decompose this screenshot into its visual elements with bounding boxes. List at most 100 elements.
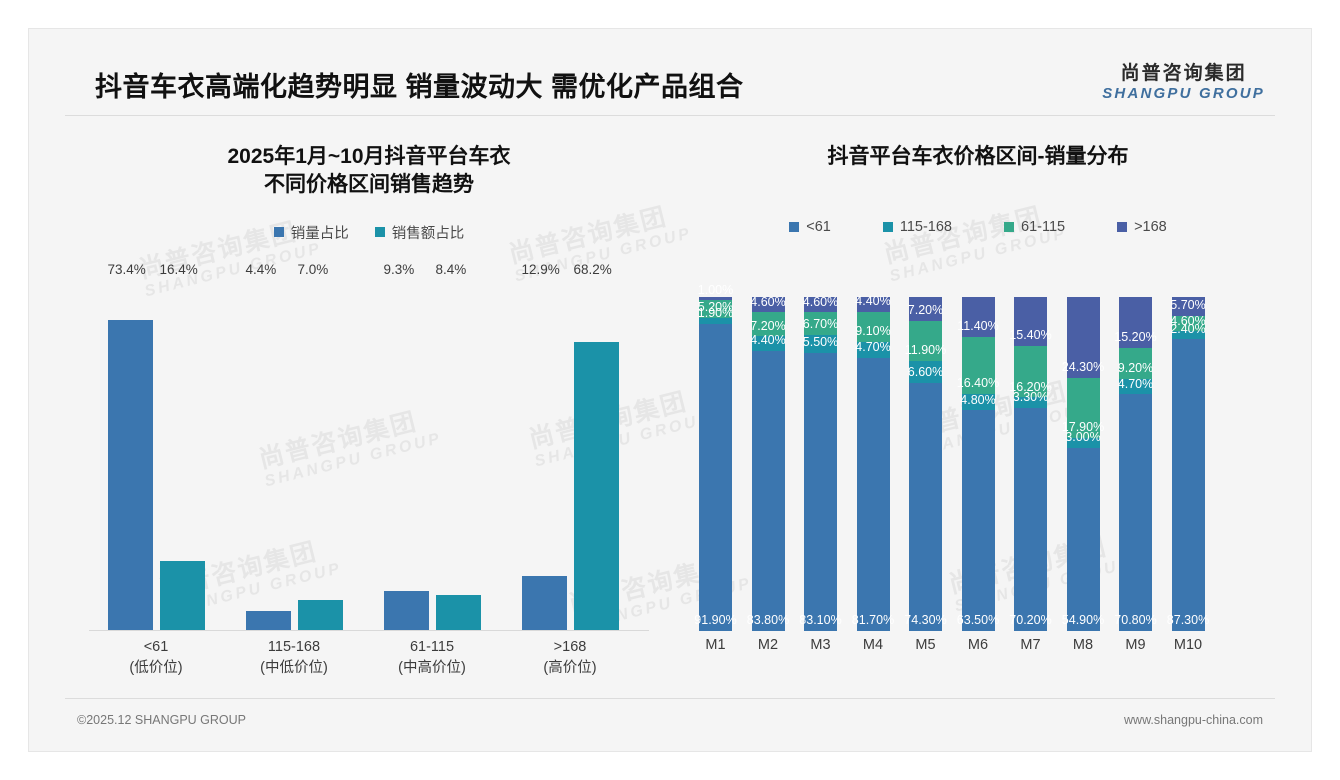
right-chart-segment[interactable]: 24.30% (1062, 297, 1104, 379)
left-chart-bar-value: 9.3% (383, 262, 415, 277)
right-chart-segment[interactable]: 6.70% (803, 312, 838, 335)
header-divider (65, 115, 1275, 116)
left-chart-x-label-sub: (中高价位) (398, 660, 466, 677)
right-chart-stacked-bar[interactable]: 4.60% 7.20% 4.40% 83.80% (747, 294, 789, 631)
right-chart-segment[interactable]: 87.30% (1167, 339, 1209, 631)
right-chart-segment[interactable]: 17.90% (1062, 378, 1104, 438)
right-legend-item[interactable]: <61 (789, 219, 831, 235)
left-chart-bar-wrapper: 4.4% (245, 262, 291, 630)
right-chart-segment[interactable]: 15.20% (1114, 297, 1157, 348)
left-chart-bar[interactable]: 4.4% (245, 262, 291, 630)
right-chart-segment[interactable]: 15.40% (1009, 297, 1052, 346)
right-chart-segment-value: 83.80% (746, 613, 790, 628)
right-chart-segment-value: 4.70% (1117, 376, 1154, 391)
right-chart-legend: <61 115-168 61-115 >168 (679, 219, 1277, 235)
slide-canvas: 尚普咨询集团 SHANGPU GROUP 尚普咨询集团 SHANGPU GROU… (28, 28, 1312, 752)
right-chart-segment[interactable]: 4.60% (1170, 313, 1206, 332)
footer-divider (65, 698, 1275, 699)
left-chart-bar[interactable]: 68.2% (573, 262, 619, 630)
right-chart-segment-value: 4.80% (960, 392, 996, 407)
right-legend-item[interactable]: >168 (1117, 219, 1167, 235)
right-chart-segment[interactable]: 9.20% (1118, 347, 1153, 379)
right-chart-segment-value: 4.60% (1170, 313, 1206, 328)
right-chart-segment[interactable]: 4.60% (750, 294, 786, 313)
left-chart-bar-value: 16.4% (159, 262, 198, 277)
right-chart-segment-value: 24.30% (1061, 360, 1105, 375)
right-chart-segment[interactable]: 54.90% (1062, 447, 1104, 631)
left-chart-bar[interactable]: 9.3% (383, 262, 429, 630)
right-chart-segment[interactable]: 63.50% (957, 410, 999, 631)
right-chart-segment[interactable]: 5.50% (803, 334, 838, 354)
right-chart-stacked-bar[interactable]: 15.40% 16.20% 3.30% 70.20% (1009, 297, 1052, 631)
right-chart-segment-value: 9.10% (855, 324, 891, 339)
right-legend-item[interactable]: 61-115 (1004, 219, 1065, 235)
right-chart-segment-value: 83.10% (799, 613, 842, 628)
left-chart-bar-wrapper: 9.3% (383, 262, 429, 630)
left-chart-x-label: <61 (低价位) (97, 637, 215, 679)
right-chart-x-label: M7 (1020, 637, 1041, 653)
right-chart-segment-value: 81.70% (851, 613, 895, 628)
right-chart-segment[interactable]: 9.10% (855, 311, 891, 343)
left-chart-x-label-main: >168 (553, 639, 587, 655)
right-chart-stacked-bar[interactable]: 24.30% 17.90% 3.00% 54.90% (1062, 297, 1104, 631)
right-chart-segment[interactable]: 1.90% (698, 307, 733, 325)
right-chart-segment[interactable]: 4.40% (750, 334, 786, 352)
right-chart-stacked-bar[interactable]: 15.20% 9.20% 4.70% 70.80% (1114, 297, 1157, 631)
right-chart-segment[interactable]: 16.20% (1009, 345, 1052, 398)
right-chart-segment[interactable]: 4.60% (803, 295, 838, 313)
left-chart-bar-value: 7.0% (297, 262, 329, 277)
left-legend-item[interactable]: 销售额占比 (374, 222, 464, 243)
left-chart-bar[interactable]: 7.0% (297, 262, 343, 630)
left-chart-legend: 销量占比 销售额占比 (65, 222, 673, 243)
left-chart-bar-value: 8.4% (435, 262, 467, 277)
right-chart-segment[interactable]: 2.40% (1170, 322, 1206, 340)
right-chart-stacked-bar[interactable]: 4.40% 9.10% 4.70% 81.70% (852, 294, 894, 631)
left-legend-label: 销量占比 (290, 225, 349, 242)
right-chart-title-text: 抖音平台车衣价格区间-销量分布 (827, 145, 1129, 168)
right-chart-segment-value: 7.20% (907, 303, 944, 318)
right-chart-segment-value: 15.20% (1114, 330, 1157, 345)
right-chart-segment[interactable]: 74.30% (904, 382, 947, 631)
right-chart-segment[interactable]: 70.80% (1114, 394, 1157, 631)
left-chart-x-label-main: 61-115 (409, 639, 455, 655)
right-chart-stacked-bar[interactable]: 7.20% 11.90% 6.60% 74.30% (904, 297, 947, 631)
right-chart-stacked-bar[interactable]: 1.00% 5.20% 1.90% 91.90% (694, 283, 737, 631)
right-chart-segment[interactable]: 6.60% (908, 360, 943, 383)
left-legend-item[interactable]: 销量占比 (273, 222, 349, 243)
right-chart-segment-value: 70.20% (1009, 613, 1052, 628)
right-chart-segment[interactable]: 4.70% (1117, 376, 1154, 395)
right-chart-segment[interactable]: 4.80% (960, 392, 996, 411)
right-chart-segment[interactable]: 5.70% (1170, 297, 1206, 317)
right-chart-segment-value: 4.60% (750, 294, 786, 309)
left-chart-bar[interactable]: 8.4% (435, 262, 481, 630)
right-legend-item[interactable]: 115-168 (882, 219, 952, 235)
right-chart-segment[interactable]: 7.20% (907, 297, 944, 322)
right-chart-segment[interactable]: 3.30% (1013, 390, 1048, 408)
right-chart-segment[interactable]: 1.00% (698, 283, 733, 301)
right-chart-segment[interactable]: 70.20% (1009, 407, 1052, 631)
left-chart-bar-wrapper: 8.4% (435, 262, 481, 630)
right-chart-segment[interactable]: 3.00% (1065, 430, 1101, 448)
right-chart-stacked-bar[interactable]: 4.60% 6.70% 5.50% 83.10% (799, 295, 842, 631)
right-chart-segment[interactable]: 7.20% (750, 312, 786, 337)
right-chart-segment-value: 2.40% (1170, 321, 1206, 336)
left-chart-bar[interactable]: 16.4% (159, 262, 205, 630)
right-chart-segment[interactable]: 5.20% (698, 300, 733, 318)
right-chart-segment-value: 54.90% (1061, 613, 1105, 628)
right-legend-label: 61-115 (1021, 219, 1066, 236)
right-chart-segment[interactable]: 83.80% (747, 351, 789, 631)
right-chart-stacked-bar[interactable]: 5.70% 4.60% 2.40% 87.30% (1167, 297, 1209, 631)
left-chart-x-label-main: <61 (143, 639, 169, 655)
right-chart-segment[interactable]: 11.90% (905, 321, 946, 361)
right-chart-stacked-bar[interactable]: 11.40% 16.40% 4.80% 63.50% (957, 297, 999, 631)
right-chart-segment[interactable]: 16.40% (957, 336, 999, 394)
right-chart-segment[interactable]: 4.40% (855, 294, 891, 312)
right-chart-segment[interactable]: 83.10% (799, 353, 842, 631)
right-chart-segment[interactable]: 91.90% (694, 324, 737, 631)
right-chart-segment[interactable]: 11.40% (957, 297, 999, 337)
right-chart-segment[interactable]: 4.70% (855, 340, 891, 358)
right-chart-segment[interactable]: 81.70% (852, 357, 894, 631)
left-chart-bar[interactable]: 73.4% (107, 262, 153, 630)
left-chart-bar[interactable]: 12.9% (521, 262, 567, 630)
